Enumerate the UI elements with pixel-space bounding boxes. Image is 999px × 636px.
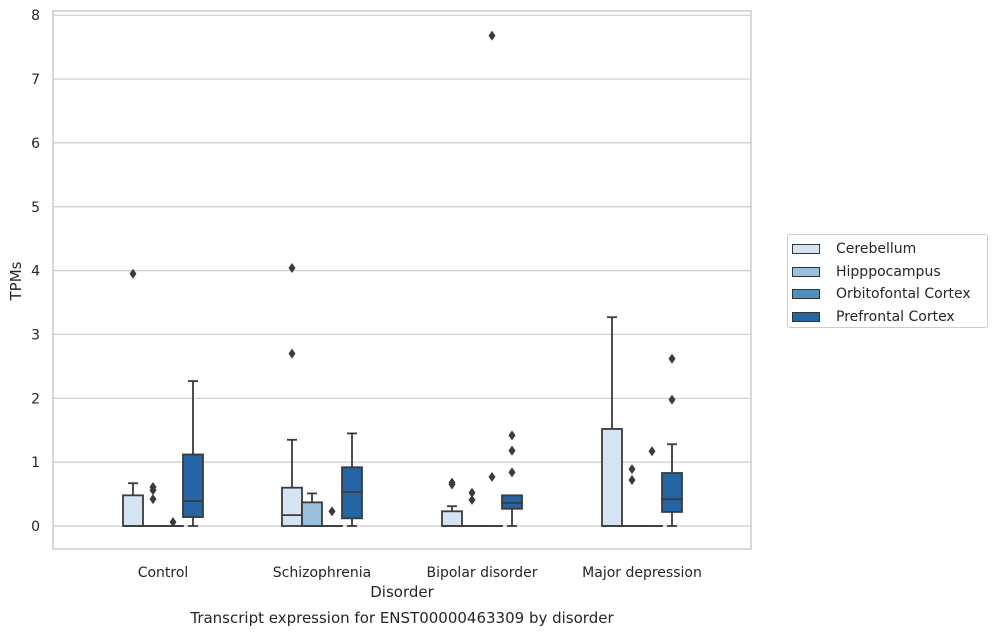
box-2-0 — [441, 477, 463, 527]
box-body — [122, 494, 144, 527]
legend-label: Orbitofontal Cortex — [836, 286, 971, 303]
legend-swatch — [792, 289, 820, 300]
box-body — [601, 428, 623, 527]
y-tick-label: 0 — [31, 519, 40, 535]
x-axis-title: Disorder — [370, 583, 434, 601]
legend-item: Hipppocampus — [792, 261, 987, 284]
legend-swatch — [792, 266, 820, 277]
plot-frame — [52, 10, 752, 550]
legend-label: Prefrontal Cortex — [836, 308, 955, 325]
outlier-point — [288, 263, 296, 274]
outlier-point — [468, 487, 476, 498]
legend-swatch — [792, 311, 820, 322]
box-0-0 — [122, 268, 144, 527]
y-tick-labels: 0 1 2 3 4 5 6 7 8 — [31, 8, 40, 535]
box-3-3 — [661, 353, 683, 527]
outlier-point — [328, 506, 336, 517]
gridlines — [53, 14, 751, 527]
y-tick-label: 4 — [31, 264, 40, 280]
x-tick-label: Bipolar disorder — [426, 565, 537, 581]
outlier-point — [149, 494, 157, 505]
box-0-1 — [142, 482, 164, 527]
box-2-1 — [461, 487, 483, 527]
box-1-3 — [341, 432, 363, 527]
outlier-point — [169, 517, 177, 528]
x-tick-labels: Control Schizophrenia Bipolar disorder Majo… — [138, 565, 702, 581]
outlier-point — [668, 394, 676, 405]
outlier-point — [508, 467, 516, 478]
y-tick-label: 5 — [31, 200, 40, 216]
y-tick-label: 6 — [31, 136, 40, 152]
outlier-point — [648, 446, 656, 457]
outlier-point — [628, 464, 636, 475]
legend-label: Hipppocampus — [836, 263, 941, 280]
legend-swatch — [792, 244, 820, 255]
chart-caption: Transcript expression for ENST0000046330… — [189, 609, 614, 627]
box-body — [501, 494, 523, 510]
legend-label: Cerebellum — [836, 241, 917, 258]
y-tick-label: 7 — [31, 72, 40, 88]
box-body — [661, 472, 683, 513]
y-tick-label: 3 — [31, 327, 40, 343]
legend: Cerebellum Hipppocampus Orbitofontal Corte… — [787, 234, 988, 328]
outlier-point — [488, 30, 496, 41]
outlier-point — [129, 268, 137, 279]
box-2-2 — [481, 30, 503, 527]
box-body — [441, 510, 463, 527]
legend-item: Orbitofontal Cortex — [792, 283, 987, 306]
outlier-point — [628, 475, 636, 486]
y-axis-title: TPMs — [7, 261, 25, 301]
x-tick-label: Control — [138, 565, 189, 581]
box-1-0 — [281, 263, 303, 527]
y-tick-label: 1 — [31, 455, 40, 471]
box-3-0 — [601, 316, 623, 527]
outlier-point — [488, 471, 496, 482]
legend-item: Cerebellum — [792, 238, 987, 261]
box-body — [301, 501, 323, 527]
outlier-point — [468, 494, 476, 505]
outlier-point — [508, 430, 516, 441]
outlier-point — [448, 479, 456, 490]
box-marks — [122, 30, 683, 528]
outlier-point — [668, 353, 676, 364]
legend-item: Prefrontal Cortex — [792, 306, 987, 329]
box-3-1 — [621, 464, 643, 527]
box-0-3 — [182, 380, 204, 527]
outlier-point — [288, 348, 296, 359]
box-body — [281, 486, 303, 527]
x-tick-label: Schizophrenia — [273, 565, 371, 581]
y-tick-label: 8 — [31, 8, 40, 24]
box-0-2 — [162, 517, 184, 528]
x-tick-label: Major depression — [582, 565, 702, 581]
y-tick-label: 2 — [31, 391, 40, 407]
box-1-1 — [301, 492, 323, 527]
box-2-3 — [501, 430, 523, 527]
box-body — [182, 453, 204, 518]
outlier-point — [149, 485, 157, 496]
box-1-2 — [321, 506, 343, 527]
outlier-point — [508, 445, 516, 456]
box-3-2 — [641, 446, 663, 527]
